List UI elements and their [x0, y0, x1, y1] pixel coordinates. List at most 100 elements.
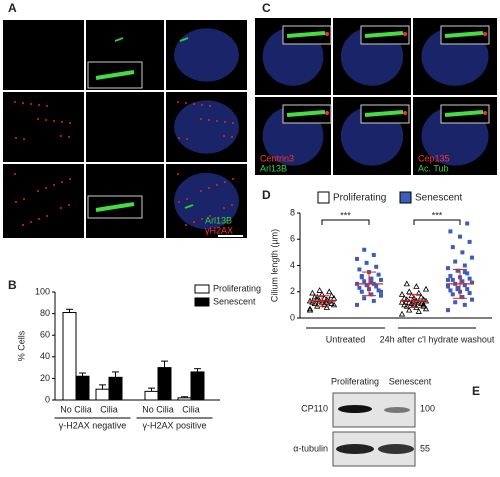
legend-label: Proliferating	[333, 193, 386, 204]
data-point	[462, 283, 467, 288]
nucleus	[174, 172, 239, 230]
focus	[30, 103, 32, 105]
data-point	[465, 221, 470, 226]
legend-label: Senescent	[415, 193, 462, 204]
data-point	[355, 302, 359, 307]
focus	[61, 181, 63, 183]
centriole	[325, 111, 329, 115]
focus	[231, 204, 233, 206]
data-point	[460, 250, 465, 255]
micrographs	[3, 18, 497, 238]
stain-label: Cep135	[418, 153, 450, 163]
focus	[45, 119, 47, 121]
group-label: γ-H2AX positive	[142, 420, 206, 430]
focus	[69, 178, 71, 180]
data-point	[458, 234, 462, 239]
data-point	[311, 300, 318, 306]
data-point	[359, 275, 364, 280]
focus	[216, 184, 218, 186]
focus	[209, 105, 211, 107]
data-point	[462, 263, 467, 268]
data-point	[374, 284, 379, 289]
data-point	[465, 271, 470, 276]
centriole	[403, 111, 407, 115]
panel-label: E	[472, 384, 480, 398]
centriole	[483, 32, 487, 36]
western-blot: Proliferating Senescent CP110 α-tubulin …	[293, 376, 435, 467]
data-point	[406, 306, 413, 313]
data-point	[357, 285, 362, 290]
band	[338, 405, 372, 413]
nucleus	[174, 100, 239, 154]
stain-label: Ac. Tub	[418, 163, 449, 173]
focus	[193, 103, 195, 105]
data-point	[413, 283, 420, 289]
stain-label: Centrin3	[260, 153, 294, 163]
bar	[157, 367, 172, 401]
data-point	[455, 268, 460, 273]
focus	[232, 178, 234, 180]
data-point	[450, 292, 455, 297]
bar	[190, 371, 205, 401]
data-point	[314, 293, 321, 300]
y-tick-label: 6	[290, 234, 295, 244]
legend-swatch	[317, 191, 330, 204]
stain-label: γH2AX	[205, 225, 233, 235]
y-tick-label: 0	[45, 394, 50, 404]
protein-label: CP110	[301, 403, 328, 413]
focus	[22, 102, 24, 104]
bar	[177, 397, 192, 401]
data-point	[415, 289, 422, 296]
focus	[200, 190, 202, 192]
data-point	[306, 306, 314, 313]
data-point	[465, 287, 470, 292]
band	[384, 407, 410, 413]
band	[336, 444, 374, 454]
focus	[224, 121, 226, 123]
data-point	[371, 253, 376, 257]
focus	[38, 104, 40, 106]
marker-label: 100	[420, 403, 435, 413]
focus	[23, 198, 25, 200]
data-point	[357, 267, 362, 272]
data-point	[398, 310, 406, 317]
panel-label: D	[262, 188, 271, 202]
cilium	[364, 110, 404, 117]
focus	[23, 138, 25, 140]
data-point	[446, 266, 450, 271]
data-point	[418, 300, 425, 306]
focus	[200, 118, 202, 120]
cilium	[95, 70, 135, 80]
x-tick-label: Untreated	[326, 334, 366, 344]
focus	[69, 122, 71, 124]
data-point	[453, 259, 458, 264]
y-tick-label: 60	[40, 330, 50, 340]
focus	[223, 135, 225, 137]
y-tick-label: 40	[40, 351, 50, 361]
data-point	[470, 255, 474, 260]
data-point	[362, 247, 367, 252]
panel-label: B	[8, 278, 17, 292]
focus	[15, 137, 17, 139]
data-point	[369, 292, 374, 297]
centriole	[325, 32, 329, 36]
data-point	[420, 301, 427, 308]
bar	[62, 312, 77, 401]
data-point	[467, 276, 472, 281]
data-point	[364, 260, 369, 265]
centriole	[483, 111, 487, 115]
data-point	[309, 298, 316, 305]
data-point	[446, 284, 450, 289]
focus	[15, 201, 17, 203]
data-point	[323, 296, 330, 303]
bar	[144, 390, 159, 401]
y-axis-label: Cilium length (µm)	[269, 229, 279, 302]
focus	[68, 204, 70, 206]
data-point	[369, 276, 374, 281]
data-point	[379, 293, 383, 298]
focus	[46, 105, 48, 107]
data-point	[326, 288, 333, 295]
legend-swatch	[399, 191, 412, 204]
data-point	[398, 298, 406, 305]
